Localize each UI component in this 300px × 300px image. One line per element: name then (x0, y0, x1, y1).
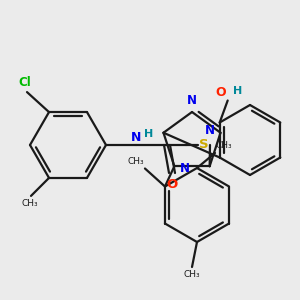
Text: CH₃: CH₃ (127, 157, 144, 166)
Text: Cl: Cl (19, 76, 32, 89)
Text: S: S (199, 137, 209, 151)
Text: CH₃: CH₃ (22, 199, 38, 208)
Text: O: O (215, 85, 226, 98)
Text: H: H (144, 129, 153, 139)
Text: N: N (187, 94, 197, 107)
Text: O: O (167, 178, 178, 191)
Text: H: H (233, 86, 242, 97)
Text: N: N (205, 124, 214, 137)
Text: CH₃: CH₃ (216, 141, 232, 150)
Text: CH₃: CH₃ (184, 270, 200, 279)
Text: N: N (131, 131, 141, 144)
Text: N: N (180, 162, 190, 175)
